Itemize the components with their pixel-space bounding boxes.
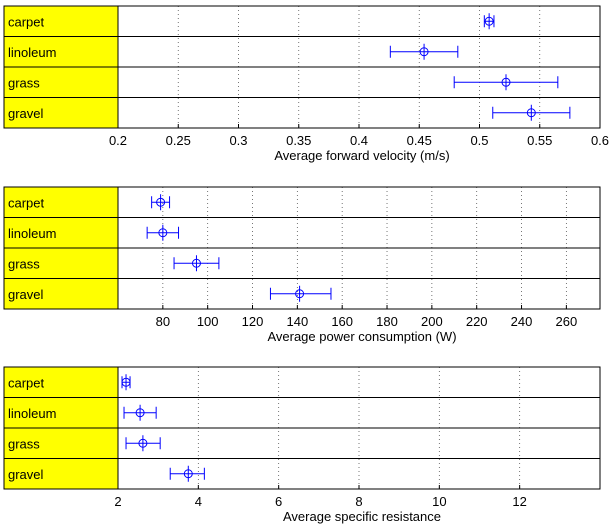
mean-point — [484, 16, 494, 26]
category-label: grass — [8, 436, 40, 451]
category-label: linoleum — [8, 226, 56, 241]
category-label: grass — [8, 256, 40, 271]
x-tick-label: 0.3 — [229, 133, 247, 148]
x-tick-label: 0.5 — [470, 133, 488, 148]
x-tick-label: 220 — [466, 314, 488, 329]
x-tick-label: 0.45 — [407, 133, 432, 148]
x-tick-label: 2 — [114, 494, 121, 509]
category-label: carpet — [8, 375, 45, 390]
mean-point — [501, 77, 511, 87]
x-tick-label: 0.6 — [591, 133, 609, 148]
x-tick-label: 180 — [376, 314, 398, 329]
mean-point — [156, 197, 166, 207]
x-tick-label: 80 — [156, 314, 170, 329]
mean-point — [526, 108, 536, 118]
mean-point — [121, 377, 131, 387]
mean-point — [295, 289, 305, 299]
x-tick-label: 12 — [512, 494, 526, 509]
panel-border — [3, 186, 601, 310]
chart-panel-3: carpet linoleum grass gravel 2 4 6 8 10 12 Average… — [3, 366, 601, 524]
x-tick-label: 140 — [286, 314, 308, 329]
mean-point — [183, 469, 193, 479]
chart-panel-1: carpet linoleum grass gravel 0.2 0.25 0.3 0.35 0… — [3, 5, 609, 163]
mean-point — [158, 228, 168, 238]
x-axis-label: Average specific resistance — [283, 509, 441, 524]
x-tick-label: 0.25 — [166, 133, 191, 148]
category-label: carpet — [8, 195, 45, 210]
mean-point — [135, 408, 145, 418]
x-tick-label: 160 — [331, 314, 353, 329]
panel-border — [3, 366, 601, 490]
category-label: gravel — [8, 467, 44, 482]
x-tick-label: 6 — [275, 494, 282, 509]
x-axis-label: Average forward velocity (m/s) — [274, 148, 449, 163]
x-axis-label: Average power consumption (W) — [267, 329, 456, 344]
x-tick-label: 0.35 — [286, 133, 311, 148]
category-label: linoleum — [8, 406, 56, 421]
mean-point — [191, 258, 201, 268]
x-tick-label: 0.55 — [527, 133, 552, 148]
category-label: grass — [8, 75, 40, 90]
x-tick-label: 200 — [421, 314, 443, 329]
category-label: gravel — [8, 106, 44, 121]
x-tick-label: 8 — [355, 494, 362, 509]
x-tick-label: 100 — [197, 314, 219, 329]
x-tick-label: 0.4 — [350, 133, 368, 148]
panel-border — [3, 5, 601, 129]
mean-point — [138, 438, 148, 448]
x-tick-label: 120 — [242, 314, 264, 329]
x-tick-label: 10 — [432, 494, 446, 509]
mean-point — [419, 47, 429, 57]
category-label: carpet — [8, 14, 45, 29]
x-tick-label: 240 — [511, 314, 533, 329]
x-tick-label: 0.2 — [109, 133, 127, 148]
x-tick-label: 4 — [195, 494, 202, 509]
category-label: linoleum — [8, 45, 56, 60]
chart-panel-2: carpet linoleum grass gravel 80 100 120 140 160 1… — [3, 186, 601, 344]
x-tick-label: 260 — [556, 314, 578, 329]
category-label: gravel — [8, 287, 44, 302]
